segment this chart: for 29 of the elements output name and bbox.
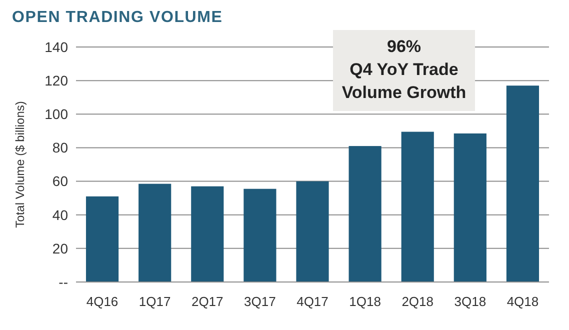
chart-title: OPEN TRADING VOLUME [12, 9, 223, 26]
bar [506, 86, 540, 282]
x-tick-label: 4Q18 [506, 294, 539, 309]
annotation: 96% Q4 YoY Trade Volume Growth [342, 37, 466, 102]
y-tick-label: 120 [44, 72, 68, 88]
y-tick-label: 100 [44, 106, 68, 122]
bar [86, 196, 119, 282]
y-tick-label: 20 [52, 240, 68, 256]
y-tick-label: 80 [52, 140, 68, 156]
x-tick-label: 2Q17 [191, 294, 224, 309]
bar [138, 184, 172, 282]
y-tick-label: -- [58, 274, 68, 290]
x-tick-label: 4Q17 [296, 294, 328, 309]
bar [191, 186, 224, 282]
x-tick-label: 3Q18 [454, 294, 486, 309]
bar [296, 181, 329, 282]
y-tick-label: 140 [44, 38, 68, 55]
bar [244, 188, 276, 282]
x-tick-label: 1Q18 [349, 294, 381, 309]
x-tick-label: 4Q16 [86, 294, 118, 309]
x-tick-label: 2Q18 [402, 294, 434, 309]
x-tick-label: 1Q17 [138, 294, 171, 309]
bar [348, 146, 382, 282]
y-axis-title: Total Volume ($ billions) [13, 101, 27, 228]
bar [454, 133, 486, 282]
y-tick-label: 40 [52, 206, 68, 223]
x-tick-label: 3Q17 [244, 294, 276, 309]
bar [401, 132, 434, 282]
y-tick-label: 60 [52, 173, 68, 190]
